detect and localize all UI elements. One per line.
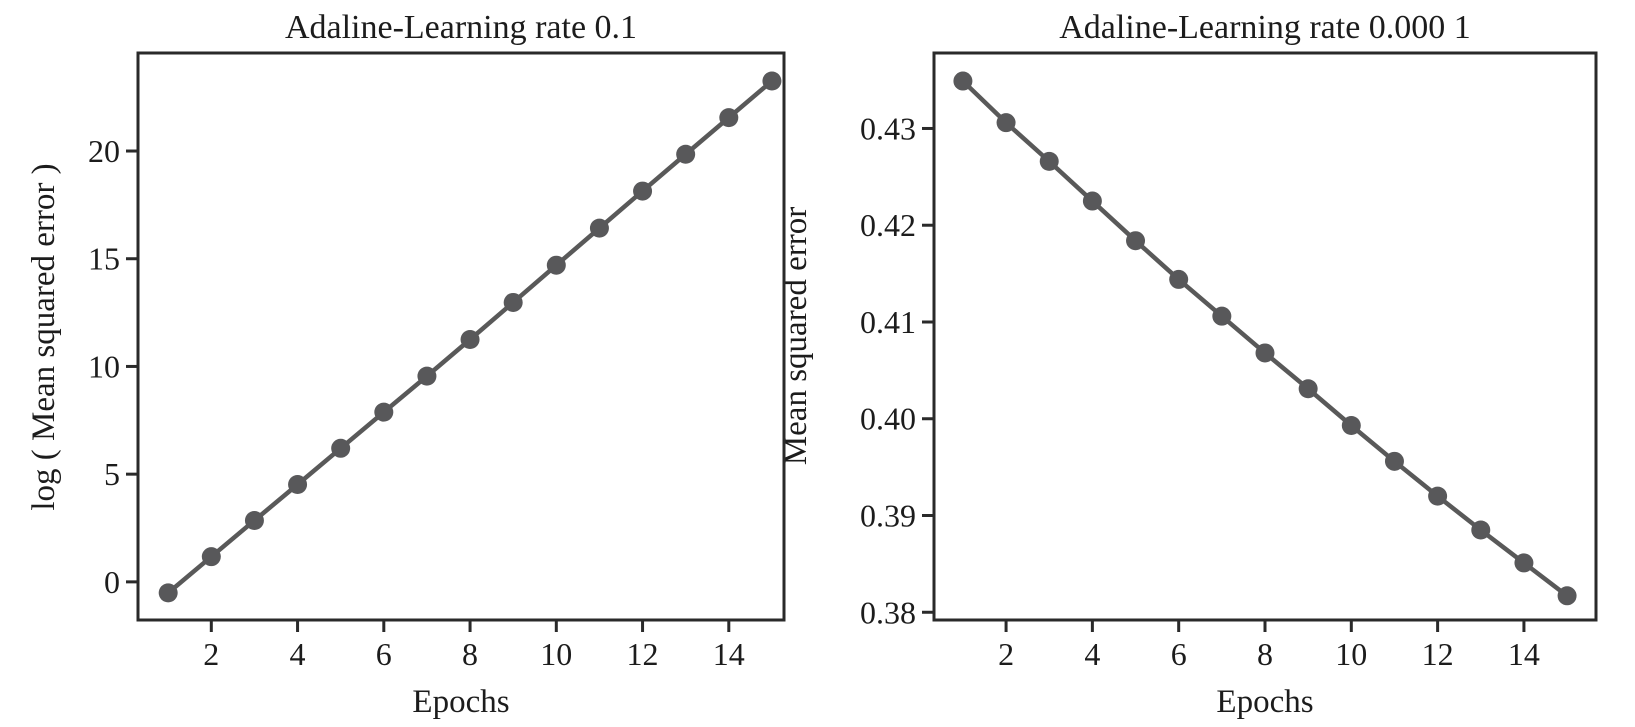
data-point	[374, 402, 394, 422]
data-point	[244, 510, 264, 530]
plot-area-right: 2 4 6 8 10 12 14 0.38 0.39 0.40 0.41 0.42 0.43	[860, 51, 1598, 672]
y-tick-label: 0.38	[860, 594, 916, 630]
y-tick-label: 0	[104, 564, 120, 600]
y-tick-label: 0.39	[860, 498, 916, 534]
y-tick-label: 10	[88, 348, 120, 384]
data-point	[546, 255, 566, 275]
data-point	[996, 113, 1016, 133]
data-point	[676, 144, 696, 164]
x-tick-label: 8	[462, 636, 478, 672]
data-point	[1471, 520, 1491, 540]
data-point	[331, 438, 351, 458]
x-tick-label: 2	[203, 636, 219, 672]
x-tick-label: 6	[1171, 636, 1187, 672]
right-xaxis-label: Epochs	[1216, 684, 1313, 720]
data-point	[503, 292, 523, 312]
data-point	[1298, 379, 1318, 399]
plot-frame	[932, 51, 1598, 622]
x-tick-label: 2	[998, 636, 1014, 672]
y-tick-label: 0.40	[860, 401, 916, 437]
x-tick-label: 10	[1335, 636, 1367, 672]
x-tick-label: 12	[627, 636, 659, 672]
left-yaxis-label: log ( Mean squared error )	[26, 163, 62, 510]
data-point	[719, 108, 739, 128]
data-point	[1169, 269, 1189, 289]
x-tick-label: 12	[1422, 636, 1454, 672]
data-point	[953, 71, 973, 91]
data-point	[1212, 306, 1232, 326]
y-tick-label: 0.41	[860, 304, 916, 340]
left-xaxis-label: Epochs	[412, 684, 509, 720]
data-point	[1557, 586, 1577, 606]
data-point	[201, 547, 221, 567]
plot-frame	[136, 51, 786, 622]
y-tick-label: 0.42	[860, 207, 916, 243]
x-tick-label: 14	[713, 636, 745, 672]
x-tick-label: 10	[540, 636, 572, 672]
data-point	[460, 330, 480, 350]
data-point	[1039, 151, 1059, 171]
x-tick-label: 8	[1257, 636, 1273, 672]
data-point	[1082, 191, 1102, 211]
data-point	[589, 218, 609, 238]
data-point	[762, 71, 782, 91]
x-tick-label: 4	[1084, 636, 1100, 672]
right-plot-title: Adaline-Learning rate 0.000 1	[1059, 9, 1471, 46]
data-point	[1126, 231, 1146, 251]
data-point	[1428, 486, 1448, 506]
x-tick-label: 6	[376, 636, 392, 672]
y-tick-label: 15	[88, 241, 120, 277]
x-tick-label: 14	[1508, 636, 1540, 672]
data-point	[1384, 451, 1404, 471]
y-tick-label: 0.43	[860, 110, 916, 146]
x-tick-label: 4	[290, 636, 306, 672]
data-point	[633, 181, 653, 201]
data-point	[158, 583, 178, 603]
data-point	[1341, 416, 1361, 436]
y-tick-label: 5	[104, 456, 120, 492]
y-tick-label: 20	[88, 133, 120, 169]
plot-area-left: 2 4 6 8 10 12 14 0 5 10 15 20	[88, 51, 786, 672]
data-point	[417, 366, 437, 386]
data-point	[1514, 553, 1534, 573]
data-point	[288, 474, 308, 494]
left-plot-title: Adaline-Learning rate 0.1	[285, 9, 637, 46]
data-point	[1255, 343, 1275, 363]
